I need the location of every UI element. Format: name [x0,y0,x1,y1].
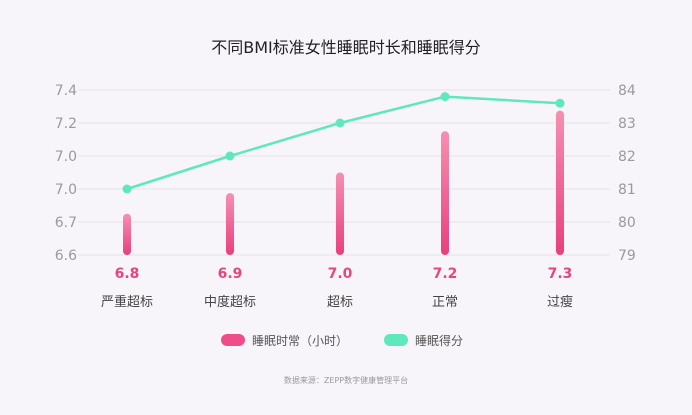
category-labels: 严重超标 中度超标 超标 正常 过瘦 [101,294,573,310]
left-axis: 6.6 6.7 7.0 7.0 7.2 7.4 [55,83,77,264]
bar [556,110,564,255]
bar [123,213,131,255]
bar-value-label: 6.9 [218,266,243,282]
bar [441,131,449,255]
bar [336,172,344,255]
right-tick-label: 79 [618,248,636,264]
legend: 睡眠时常（小时） 睡眠得分 [221,333,463,348]
score-point [335,118,345,128]
bar [226,193,234,255]
legend-label-bar: 睡眠时常（小时） [252,334,348,348]
bar-series [123,110,564,255]
legend-swatch-bar [221,334,245,346]
bar-value-label: 6.8 [115,266,140,282]
category-label: 严重超标 [101,294,153,310]
category-label: 过瘦 [547,294,573,310]
score-point [225,151,235,161]
category-label: 正常 [432,295,458,310]
left-tick-label: 7.0 [55,149,77,165]
right-tick-label: 80 [618,215,636,231]
category-label: 超标 [327,295,353,310]
legend-swatch-line [384,334,408,346]
left-tick-label: 7.0 [55,182,77,198]
left-tick-label: 7.2 [55,116,77,132]
source-note: 数据来源：ZEPP数字健康管理平台 [284,375,408,385]
right-tick-label: 83 [618,116,636,132]
chart-title: 不同BMI标准女性睡眠时长和睡眠得分 [211,38,481,57]
line-series [122,92,565,194]
value-labels: 6.8 6.9 7.0 7.2 7.3 [115,266,573,282]
category-label: 中度超标 [204,294,256,310]
bar-value-label: 7.3 [548,266,573,282]
score-point [122,184,132,194]
right-tick-label: 82 [618,149,636,165]
bar-value-label: 7.0 [328,266,353,282]
bar-value-label: 7.2 [433,266,458,282]
left-tick-label: 6.7 [55,215,77,231]
left-tick-label: 6.6 [55,248,77,264]
right-tick-label: 84 [618,83,636,99]
score-point [555,98,565,108]
score-point [440,92,450,102]
right-tick-label: 81 [618,182,636,198]
legend-label-line: 睡眠得分 [415,333,463,348]
right-axis: 79 80 81 82 83 84 [618,83,636,264]
left-tick-label: 7.4 [55,83,77,99]
